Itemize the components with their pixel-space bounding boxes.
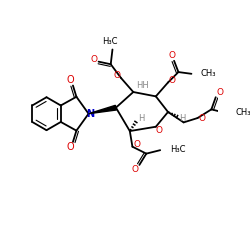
Text: O: O bbox=[169, 76, 176, 85]
Text: N: N bbox=[86, 109, 94, 119]
Text: O: O bbox=[132, 165, 138, 174]
Text: CH₃: CH₃ bbox=[201, 69, 216, 78]
Polygon shape bbox=[88, 105, 117, 114]
Text: O: O bbox=[66, 142, 74, 152]
Text: O: O bbox=[66, 75, 74, 85]
Text: H₃C: H₃C bbox=[102, 37, 118, 46]
Text: H₃C: H₃C bbox=[170, 145, 186, 154]
Text: O: O bbox=[216, 88, 224, 98]
Text: HH: HH bbox=[136, 82, 149, 90]
Text: O: O bbox=[113, 71, 120, 80]
Text: O: O bbox=[133, 140, 140, 148]
Text: O: O bbox=[156, 126, 163, 135]
Text: O: O bbox=[198, 114, 205, 122]
Text: O: O bbox=[169, 51, 176, 60]
Text: H: H bbox=[180, 114, 186, 124]
Text: H: H bbox=[138, 114, 144, 122]
Text: O: O bbox=[91, 54, 98, 64]
Text: CH₃: CH₃ bbox=[236, 108, 250, 117]
